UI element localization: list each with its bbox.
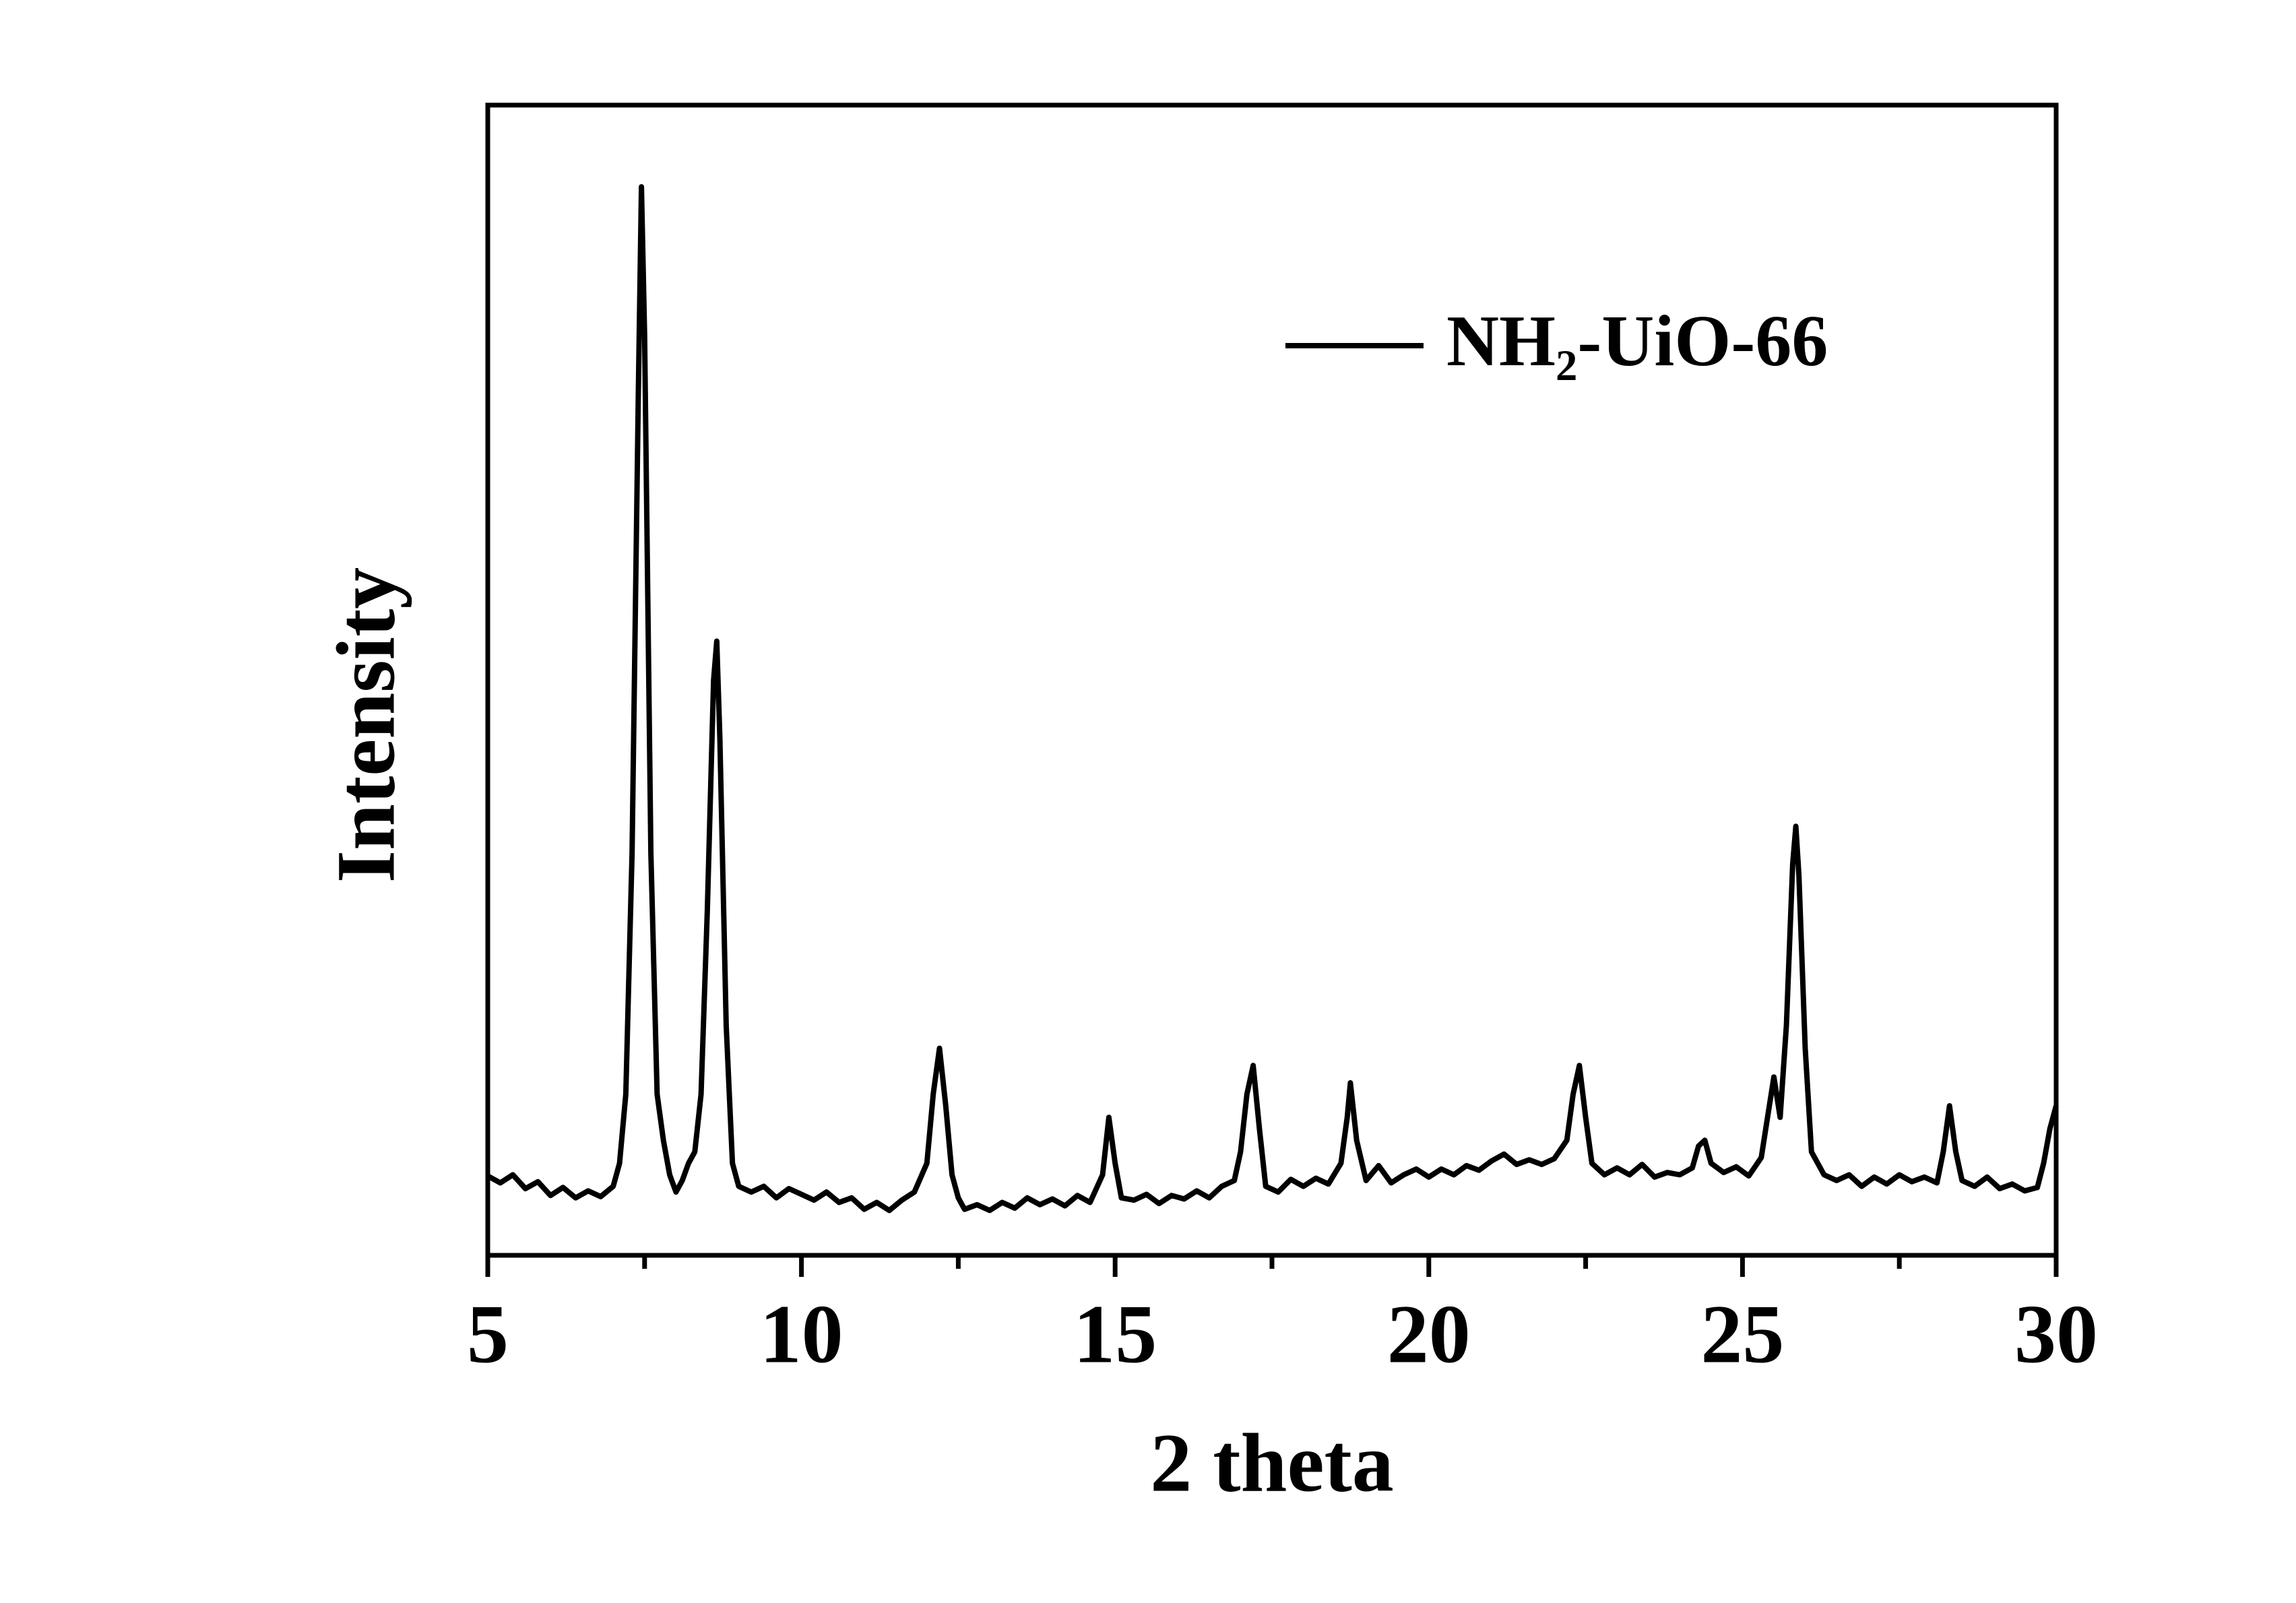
x-tick-label: 15 [1073, 1288, 1157, 1380]
y-axis-title: Intensity [319, 567, 412, 883]
data-line [486, 184, 2059, 1214]
x-axis-title: 2 theta [1150, 1416, 1394, 1509]
x-tick-label: 25 [1700, 1288, 1784, 1380]
legend-label: NH₂-UiO-66 [1446, 301, 1828, 381]
x-tick-label: 30 [2014, 1288, 2098, 1380]
plot-frame [485, 102, 2059, 1258]
x-tick-label: 10 [760, 1288, 843, 1380]
x-tick-label: 20 [1387, 1288, 1471, 1380]
x-tick-label: 5 [467, 1288, 509, 1380]
